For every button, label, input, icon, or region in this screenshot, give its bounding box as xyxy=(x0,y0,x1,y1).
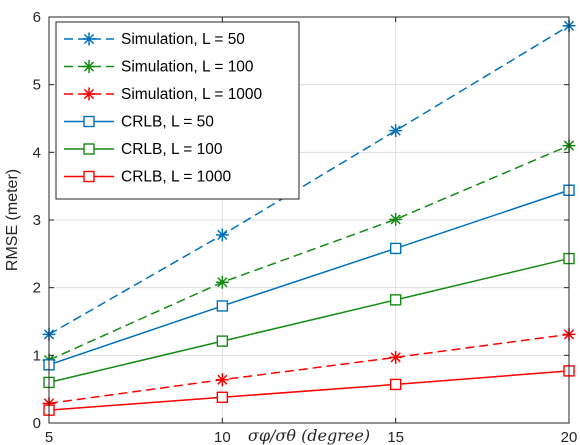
data-point xyxy=(391,243,401,253)
asterisk-marker-shape xyxy=(389,213,402,226)
asterisk-marker-shape xyxy=(216,276,229,289)
y-axis-label: RMSE (meter) xyxy=(4,169,21,271)
square-marker-shape xyxy=(217,336,227,346)
square-marker-shape xyxy=(391,295,401,305)
legend-marker xyxy=(83,88,96,101)
data-point xyxy=(389,351,402,364)
asterisk-marker-shape xyxy=(83,33,96,46)
square-marker-shape xyxy=(217,392,227,402)
y-tick-label: 4 xyxy=(33,144,41,161)
asterisk-marker-shape xyxy=(216,228,229,241)
square-marker-shape xyxy=(84,144,94,154)
legend-marker xyxy=(84,144,94,154)
data-point xyxy=(217,336,227,346)
legend-label: CRLB, L = 50 xyxy=(121,114,214,131)
asterisk-marker-shape xyxy=(389,351,402,364)
legend-marker xyxy=(84,117,94,127)
legend-label: Simulation, L = 1000 xyxy=(121,86,263,103)
square-marker-shape xyxy=(84,172,94,182)
y-tick-label: 2 xyxy=(33,280,41,297)
data-point xyxy=(217,301,227,311)
data-point xyxy=(216,276,229,289)
legend-label: CRLB, L = 1000 xyxy=(121,169,232,186)
square-marker-shape xyxy=(217,301,227,311)
legend-marker xyxy=(84,172,94,182)
data-point xyxy=(389,124,402,137)
y-tick-label: 0 xyxy=(33,415,41,432)
asterisk-marker-shape xyxy=(83,60,96,73)
x-tick-label: 15 xyxy=(387,429,404,445)
y-tick-label: 6 xyxy=(33,9,41,26)
y-tick-label: 1 xyxy=(33,347,41,364)
data-point xyxy=(391,379,401,389)
x-tick-label: 5 xyxy=(45,429,53,445)
square-marker-shape xyxy=(391,243,401,253)
y-tick-label: 5 xyxy=(33,77,41,94)
legend-label: CRLB, L = 100 xyxy=(121,141,223,158)
data-point xyxy=(217,392,227,402)
y-tick-label: 3 xyxy=(33,212,41,229)
square-marker-shape xyxy=(84,117,94,127)
legend-marker xyxy=(83,33,96,46)
data-point xyxy=(216,228,229,241)
square-marker-shape xyxy=(391,379,401,389)
x-axis-label: σφ/σθ (degree) xyxy=(248,426,370,445)
data-point xyxy=(389,213,402,226)
asterisk-marker-shape xyxy=(83,88,96,101)
asterisk-marker-shape xyxy=(216,373,229,386)
x-tick-label: 20 xyxy=(561,429,578,445)
data-point xyxy=(391,295,401,305)
legend: Simulation, L = 50 Simulation, L = 100 Sim… xyxy=(56,22,299,199)
x-tick-label: 10 xyxy=(214,429,231,445)
data-point xyxy=(216,373,229,386)
asterisk-marker-shape xyxy=(389,124,402,137)
legend-marker xyxy=(83,60,96,73)
legend-label: Simulation, L = 100 xyxy=(121,59,254,76)
legend-label: Simulation, L = 50 xyxy=(121,31,245,48)
